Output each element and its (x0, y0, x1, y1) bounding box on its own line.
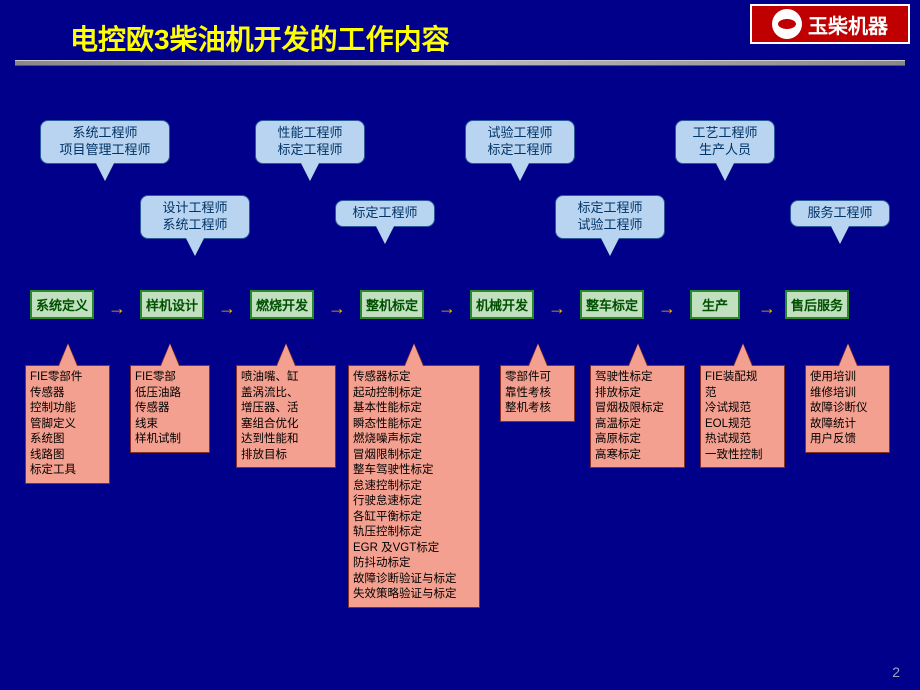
role-callout-7: 服务工程师 (790, 200, 890, 227)
stage-1: 样机设计 (140, 290, 204, 319)
logo: 玉柴机器 (750, 4, 910, 44)
role-callout-5: 标定工程师试验工程师 (555, 195, 665, 239)
role-callout-2: 性能工程师标定工程师 (255, 120, 365, 164)
detail-box-6: FIE装配规范冷试规范EOL规范热试规范一致性控制 (700, 365, 785, 468)
center-mark: · (305, 338, 310, 356)
stage-5: 整车标定 (580, 290, 644, 319)
stage-3: 整机标定 (360, 290, 424, 319)
stage-6: 生产 (690, 290, 740, 319)
title-underline (15, 60, 905, 66)
stage-0: 系统定义 (30, 290, 94, 319)
page-title: 电控欧3柴油机开发的工作内容 (70, 18, 450, 58)
arrow-3: → (438, 298, 456, 319)
role-callout-6: 工艺工程师生产人员 (675, 120, 775, 164)
detail-box-7: 使用培训维修培训故障诊断仪故障统计用户反馈 (805, 365, 890, 453)
arrow-0: → (108, 298, 126, 319)
role-callout-1: 设计工程师系统工程师 (140, 195, 250, 239)
role-callout-3: 标定工程师 (335, 200, 435, 227)
detail-box-5: 驾驶性标定排放标定冒烟极限标定高温标定高原标定高寒标定 (590, 365, 685, 468)
arrow-5: → (658, 298, 676, 319)
role-callout-4: 试验工程师标定工程师 (465, 120, 575, 164)
stage-4: 机械开发 (470, 290, 534, 319)
role-callout-0: 系统工程师项目管理工程师 (40, 120, 170, 164)
arrow-6: → (758, 298, 776, 319)
arrow-1: → (218, 298, 236, 319)
arrow-2: → (328, 298, 346, 319)
stage-7: 售后服务 (785, 290, 849, 319)
detail-box-1: FIE零部低压油路传感器线束样机试制 (130, 365, 210, 453)
logo-text: 玉柴机器 (808, 10, 888, 39)
page-number: 2 (892, 664, 900, 680)
stage-2: 燃烧开发 (250, 290, 314, 319)
arrow-4: → (548, 298, 566, 319)
detail-box-3: 传感器标定起动控制标定基本性能标定瞬态性能标定燃烧噪声标定冒烟限制标定整车驾驶性… (348, 365, 480, 608)
logo-icon (772, 9, 802, 39)
detail-box-4: 零部件可靠性考核整机考核 (500, 365, 575, 422)
detail-box-0: FIE零部件传感器控制功能管脚定义系统图线路图标定工具 (25, 365, 110, 484)
detail-box-2: 喷油嘴、缸盖涡流比、增压器、活塞组合优化达到性能和排放目标 (236, 365, 336, 468)
